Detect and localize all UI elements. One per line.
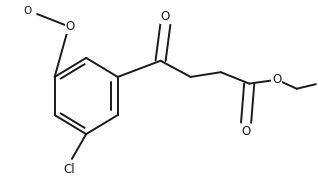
Text: O: O	[66, 20, 75, 33]
Text: Cl: Cl	[63, 163, 75, 176]
Text: O: O	[161, 10, 170, 23]
Text: O: O	[272, 73, 281, 86]
Text: O: O	[241, 125, 251, 138]
Text: O: O	[24, 6, 32, 16]
